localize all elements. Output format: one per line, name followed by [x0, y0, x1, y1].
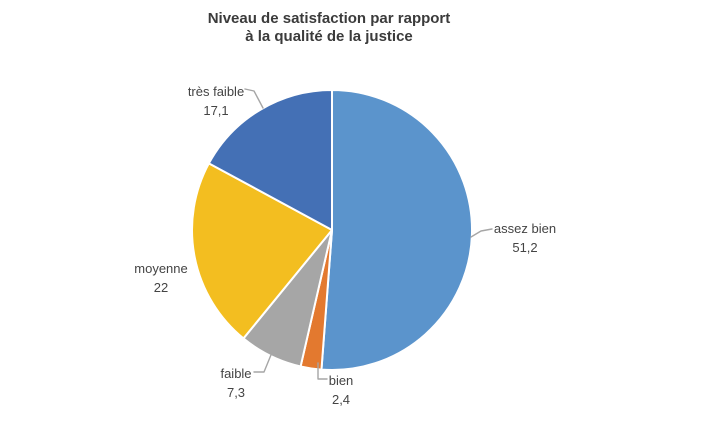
slice-value: 22: [153, 280, 169, 295]
leader-lines: [244, 88, 493, 380]
slice-value: 51,2: [512, 240, 538, 255]
slice-value: 2,4: [331, 392, 351, 407]
slice-label-bien: bien 2,4: [329, 371, 354, 409]
slice-category: moyenne: [134, 261, 188, 276]
leader-line-tres-faible: [244, 88, 264, 109]
slice-category: très faible: [187, 84, 245, 99]
pie-slice-très-faible: [207, 89, 333, 231]
slice-category: bien: [328, 373, 354, 388]
leader-line-assez-bien: [470, 228, 493, 238]
pie-slice-assez-bien: [320, 89, 473, 371]
chart-title-line1: Niveau de satisfaction par rapport: [207, 10, 451, 27]
slice-value: 7,3: [226, 385, 246, 400]
leader-line-faible: [253, 349, 274, 373]
slice-label-moyenne: moyenne 22: [134, 259, 187, 297]
slice-value: 17,1: [203, 103, 229, 118]
slice-label-faible: faible 7,3: [220, 364, 251, 402]
pie-slices: [191, 89, 473, 371]
chart-title-line2: à la qualité de la justice: [245, 28, 413, 45]
slice-category: faible: [220, 366, 252, 381]
slice-category: assez bien: [493, 221, 557, 236]
pie-slice-moyenne: [191, 162, 333, 340]
slice-label-tres-faible: très faible 17,1: [188, 82, 244, 120]
slice-label-assez-bien: assez bien 51,2: [494, 219, 556, 257]
chart-title: Niveau de satisfaction par rapport à la …: [0, 10, 658, 46]
leader-line-bien: [317, 362, 328, 380]
